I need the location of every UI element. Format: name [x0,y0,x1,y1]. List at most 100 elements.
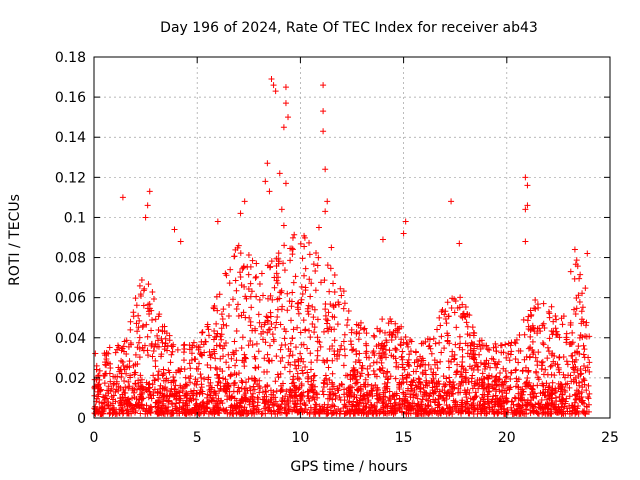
data-point [522,238,529,245]
data-point [190,339,197,346]
data-point [278,206,285,213]
data-point [344,316,351,323]
data-point [525,345,532,352]
data-point [418,399,425,406]
data-point [137,293,144,300]
data-point [493,395,500,402]
data-point [459,353,466,360]
data-point [229,296,236,303]
data-point [355,387,362,394]
data-point [306,239,313,246]
data-point [434,326,441,333]
data-point [173,390,180,397]
data-point [515,403,522,410]
data-point [402,218,409,225]
data-point [155,368,162,375]
data-point [576,299,583,306]
data-point [128,402,135,409]
data-point [515,359,522,366]
data-point [446,364,453,371]
data-point [530,395,537,402]
data-point [272,324,279,331]
data-point [454,368,461,375]
data-point [186,360,193,367]
data-point [523,406,530,413]
data-point [442,315,449,322]
y-tick-label: 0.12 [55,170,86,186]
data-point [281,242,288,249]
data-point [127,326,134,333]
data-point [529,386,536,393]
data-point [224,396,231,403]
data-point [546,314,553,321]
data-point [442,308,449,315]
data-point [304,409,311,416]
data-point [289,335,296,342]
data-point [120,386,127,393]
data-point [288,317,295,324]
data-point [544,355,551,362]
data-point [140,385,147,392]
data-point [298,283,305,290]
data-point [413,368,420,375]
data-point [397,342,404,349]
data-point [204,404,211,411]
data-point [281,326,288,333]
data-point [585,408,592,415]
data-point [436,314,443,321]
data-point [214,307,221,314]
data-point [167,388,174,395]
data-point [189,407,196,414]
data-point [140,302,147,309]
data-point [540,320,547,327]
data-point [172,407,179,414]
data-point [268,76,275,83]
data-point [265,326,272,333]
data-point [572,311,579,318]
data-point [539,380,546,387]
data-point [569,352,576,359]
data-point [342,352,349,359]
data-point [512,383,519,390]
data-point [575,373,582,380]
data-point [123,370,130,377]
data-point [287,245,294,252]
data-point [308,280,315,287]
data-point [405,356,412,363]
data-point [307,334,314,341]
data-point [307,366,314,373]
data-point [139,405,146,412]
data-point [233,287,240,294]
data-point [440,394,447,401]
data-point [267,292,274,299]
data-point [274,280,281,287]
data-point [411,386,418,393]
data-point [574,263,581,270]
data-point [559,410,566,417]
data-point [103,355,110,362]
data-point [114,346,121,353]
data-point [544,344,551,351]
data-point [191,380,198,387]
data-point [242,354,249,361]
data-point [156,404,163,411]
data-point [237,210,244,217]
data-point [155,371,162,378]
data-point [251,353,258,360]
data-point [401,395,408,402]
data-point [563,339,570,346]
data-point [112,388,119,395]
data-point [299,290,306,297]
data-point [133,302,140,309]
data-point [273,255,280,262]
data-point [438,333,445,340]
data-point [373,392,380,399]
data-point [152,363,159,370]
data-point [308,359,315,366]
data-point [230,351,237,358]
data-point [196,360,203,367]
data-point [339,381,346,388]
data-point [517,394,524,401]
data-point [340,338,347,345]
data-point [522,174,529,181]
